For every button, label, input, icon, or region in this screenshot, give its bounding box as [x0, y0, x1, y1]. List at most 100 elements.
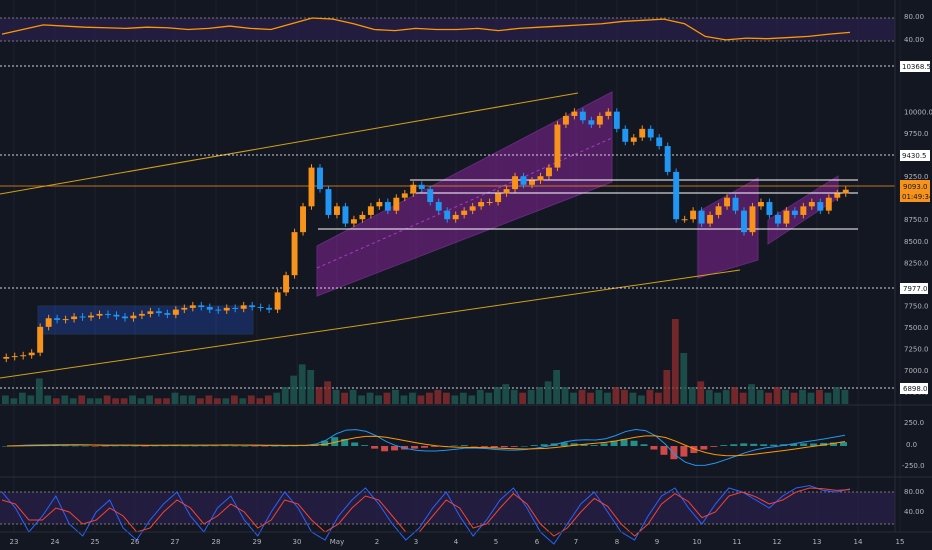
candle-body	[741, 210, 747, 233]
price-axis[interactable]: 80.00 40.00 10000.0 9750.0 9250.0 8750.0 850…	[894, 0, 932, 532]
volume-bar	[833, 387, 840, 404]
time-tick: 26	[131, 538, 140, 546]
candle-body	[172, 309, 179, 315]
candle-body	[155, 311, 162, 314]
current-price-label: 9093.0	[903, 183, 928, 191]
candle-body	[842, 189, 849, 194]
volume-bar	[680, 353, 688, 404]
candle-body	[588, 120, 595, 125]
macd-hist-bar	[101, 446, 109, 447]
macd-hist-bar	[131, 445, 139, 447]
macd-hist-bar	[690, 446, 698, 454]
volume-bar	[409, 392, 416, 404]
macd-hist-bar	[790, 443, 798, 446]
macd-histogram	[2, 437, 848, 460]
candle-body	[291, 232, 298, 276]
candle-body	[62, 319, 69, 321]
candle-body	[715, 206, 722, 215]
macd-hist-bar	[740, 443, 748, 446]
stoch-tick: 80.00	[904, 488, 924, 496]
volume-bar	[52, 398, 60, 404]
macd-hist-bar	[231, 445, 239, 447]
price-tick: 7000.0	[904, 367, 929, 375]
candle-body	[317, 167, 323, 190]
macd-hist-bar	[91, 446, 99, 447]
time-tick: 25	[91, 538, 100, 546]
time-axis[interactable]: 23 24 25 26 27 28 29 30 May 2 3 4 5 6 7 8 9 10 11 12 13 14 15	[0, 531, 932, 546]
drawing-overlays	[0, 65, 895, 389]
volume-bar	[222, 398, 230, 404]
price-tick: 8250.0	[904, 259, 929, 267]
candle-body	[732, 197, 739, 211]
volume-bar	[604, 392, 611, 404]
price-tick: 10000.0	[904, 109, 932, 117]
volume-bar	[544, 381, 552, 404]
candle-body	[681, 219, 688, 221]
volume-bar	[731, 387, 739, 404]
price-tick: 8750.0	[904, 216, 929, 224]
candle-body	[486, 202, 493, 204]
macd-hist-bar	[450, 445, 458, 447]
candle-body	[113, 314, 120, 317]
volume-bar	[324, 381, 332, 404]
candle-body	[791, 210, 798, 215]
volume-bars	[2, 319, 849, 404]
price-tick: 7750.0	[904, 302, 929, 310]
volume-bar	[748, 384, 756, 404]
time-tick: 27	[171, 538, 180, 546]
volume-bar	[27, 395, 35, 404]
candle-body	[579, 111, 586, 121]
volume-bar	[366, 392, 374, 404]
countdown-label: 01:49:34	[902, 193, 932, 201]
volume-bar	[247, 395, 255, 404]
price-tick: 8500.0	[904, 238, 929, 246]
candle-body	[724, 197, 731, 207]
macd-hist-bar	[241, 446, 249, 447]
macd-hist-bar	[640, 444, 648, 446]
time-tick: 13	[813, 538, 822, 546]
candle-body	[537, 176, 544, 181]
stoch-tick: 40.00	[904, 508, 924, 516]
macd-hist-bar	[810, 443, 818, 446]
macd-hist-bar	[830, 442, 838, 446]
macd-hist-bar	[291, 445, 299, 447]
macd-hist-bar	[181, 445, 189, 447]
volume-bar	[358, 395, 365, 404]
volume-bar	[341, 392, 348, 404]
candle-body	[469, 206, 476, 211]
candle-body	[79, 316, 86, 318]
macd-hist-bar	[281, 445, 289, 447]
macd-hist-bar	[610, 440, 618, 446]
candle-body	[393, 197, 400, 211]
volume-bar	[180, 395, 187, 404]
candle-body	[622, 128, 629, 142]
rsi-line	[1, 17, 851, 41]
price-tick: 9250.0	[904, 173, 929, 181]
candle-body	[138, 313, 145, 316]
level-label: 6898.0	[903, 385, 928, 393]
candle-body	[308, 167, 315, 207]
candles	[3, 108, 849, 363]
candle-body	[147, 311, 154, 314]
candle-body	[54, 318, 61, 320]
candle-body	[45, 318, 52, 327]
volume-bar	[307, 370, 315, 404]
candle-body	[435, 202, 442, 211]
candle-body	[512, 176, 519, 190]
candle-body	[630, 137, 637, 142]
volume-bar	[18, 392, 26, 404]
volume-bar	[824, 392, 832, 404]
candle-body	[427, 189, 434, 203]
rsi-panel	[0, 17, 895, 42]
volume-bar	[2, 395, 9, 404]
volume-bar	[756, 389, 764, 404]
volume-bar	[281, 387, 289, 404]
volume-bar	[570, 392, 577, 404]
time-tick: 10	[693, 538, 702, 546]
level-label: 7977.0	[903, 285, 928, 293]
macd-hist-bar	[391, 446, 399, 451]
time-tick: 23	[10, 538, 19, 546]
volume-bar	[171, 392, 179, 404]
volume-bar	[197, 398, 204, 404]
